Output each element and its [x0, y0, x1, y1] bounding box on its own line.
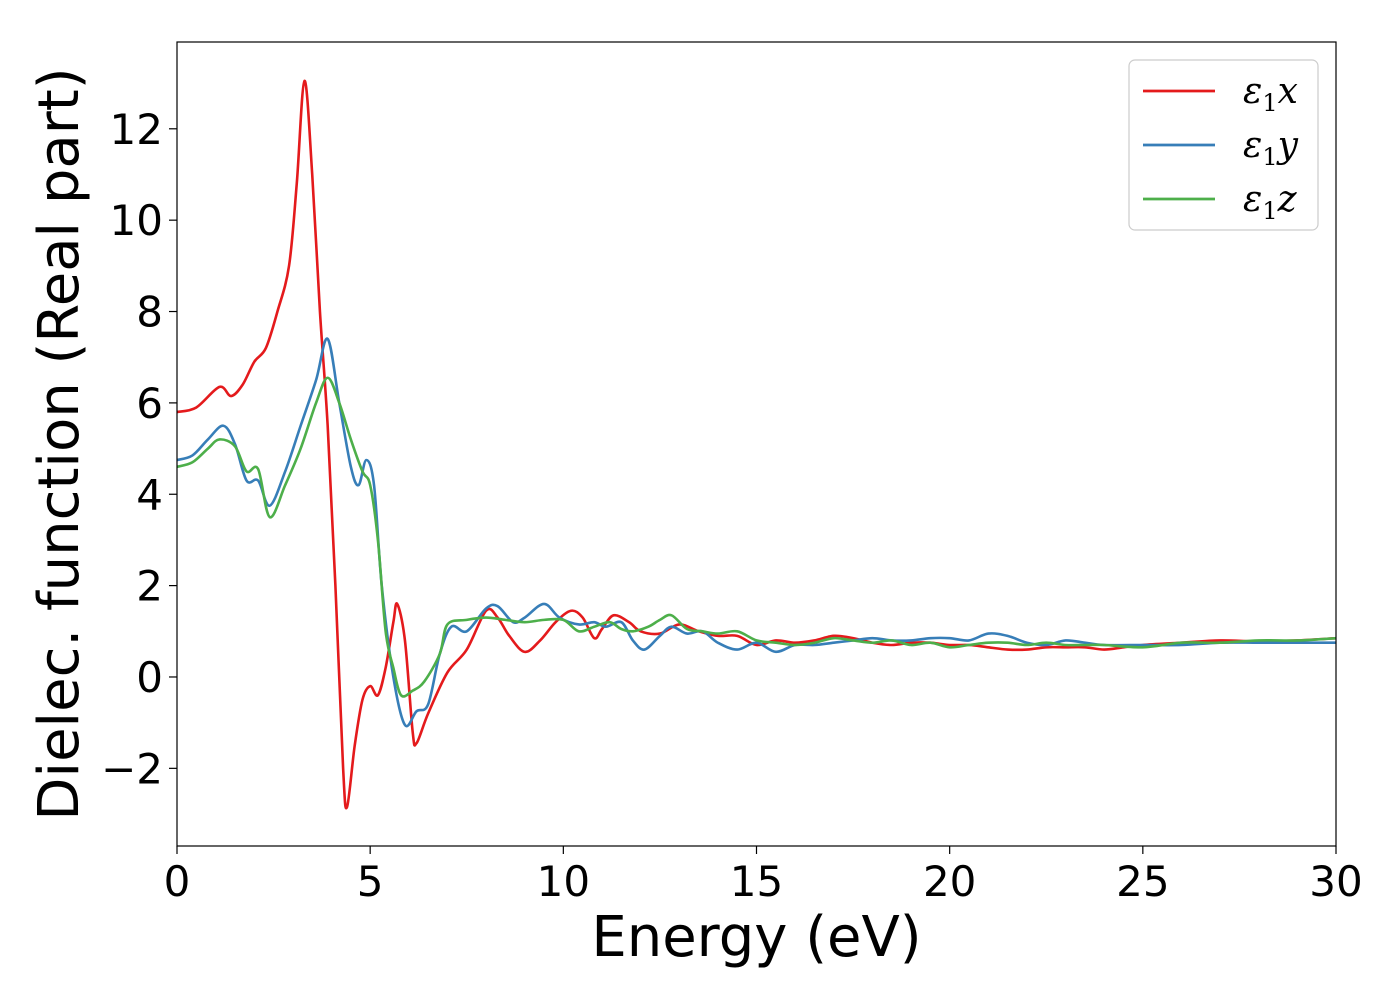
- legend: ε1x ε1y ε1z: [1128, 59, 1319, 231]
- y-axis-ticks: −2 0 2 4 6 8 10 12: [101, 105, 177, 793]
- x-tick-label: 5: [357, 857, 384, 906]
- y-tick-label: 4: [136, 470, 163, 519]
- x-tick-label: 0: [164, 857, 191, 906]
- y-axis-title: Dielec. function (Real part): [27, 67, 92, 820]
- x-axis-title: Energy (eV): [591, 905, 921, 970]
- x-tick-label: 30: [1309, 857, 1362, 906]
- series-line-y: [176, 337, 1336, 728]
- legend-box: [1128, 59, 1319, 231]
- y-tick-label: 10: [110, 196, 163, 245]
- x-axis-ticks: 0 5 10 15 20 25 30: [164, 846, 1363, 906]
- y-tick-label: 8: [136, 288, 163, 337]
- y-tick-label: 0: [136, 653, 163, 702]
- x-tick-label: 25: [1116, 857, 1169, 906]
- y-tick-label: −2: [101, 744, 163, 793]
- legend-label: ε1z: [1243, 179, 1298, 225]
- series-layer: [176, 79, 1337, 810]
- x-tick-label: 10: [537, 857, 590, 906]
- y-tick-label: 6: [136, 379, 163, 428]
- y-tick-label: 2: [136, 562, 163, 611]
- legend-label: ε1x: [1243, 71, 1298, 117]
- x-tick-label: 20: [923, 857, 976, 906]
- legend-label: ε1y: [1243, 125, 1299, 171]
- y-tick-label: 12: [110, 105, 163, 154]
- series-line-z: [176, 376, 1337, 698]
- series-line-x: [176, 79, 1337, 810]
- x-tick-label: 15: [730, 857, 783, 906]
